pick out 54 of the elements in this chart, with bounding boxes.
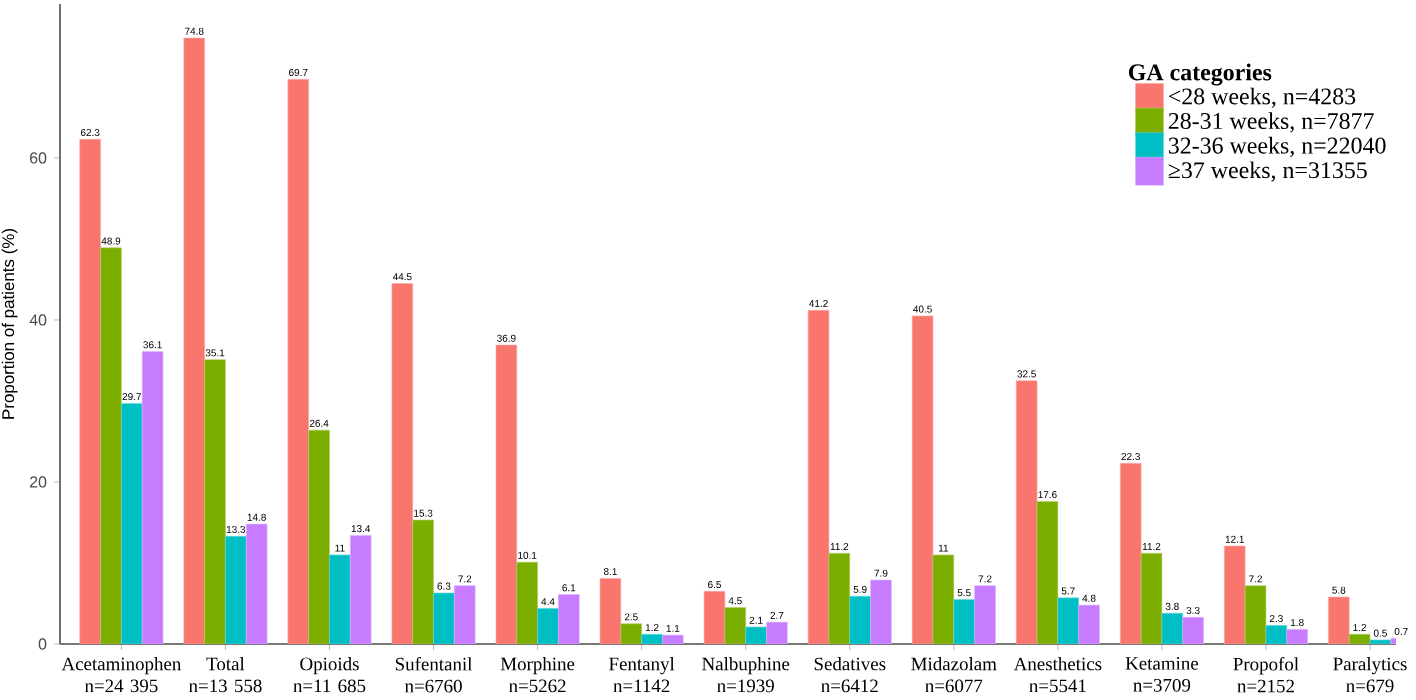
bar — [245, 523, 268, 644]
bar — [828, 552, 851, 644]
x-tick-label: Acetaminophen n=24 395 — [61, 657, 182, 693]
x-tick-label: Midazolam n=6077 — [911, 657, 997, 693]
x-tick-label: Nalbuphine n=1939 — [702, 657, 790, 693]
bar — [558, 594, 580, 644]
bar — [1182, 617, 1204, 644]
bar — [141, 351, 164, 644]
legend-label: 32-36 weeks, n=22040 — [1168, 136, 1386, 158]
bar — [1328, 596, 1350, 644]
legend-title: GA categories — [1128, 63, 1272, 86]
bar — [79, 139, 101, 644]
x-tick-label: Opioids n=11 685 — [293, 657, 366, 693]
bar — [204, 359, 226, 644]
x-tick-label: Total n=13 558 — [188, 657, 262, 693]
bar — [100, 247, 122, 644]
x-tick-label: Paralytics n=679 — [1333, 657, 1407, 693]
bar — [1015, 380, 1038, 644]
bar — [1036, 501, 1059, 644]
bar — [974, 585, 996, 644]
bar — [183, 37, 205, 644]
x-tick-label: Morphine n=5262 — [500, 657, 575, 693]
bar — [807, 309, 830, 644]
bar — [1078, 604, 1100, 644]
bar — [516, 561, 538, 644]
bar — [329, 554, 351, 644]
bar — [391, 283, 414, 644]
x-tick-label: Sedatives n=6412 — [814, 657, 886, 693]
bar — [225, 535, 247, 644]
bar — [911, 315, 934, 644]
bar — [495, 344, 518, 644]
x-tick-label: Fentanyl n=1142 — [609, 657, 675, 693]
legend-label: <28 weeks, n=4283 — [1168, 87, 1356, 108]
bar — [350, 535, 372, 644]
bar — [433, 592, 455, 644]
x-tick-label: Ketamine n=3709 — [1125, 657, 1199, 692]
bar — [537, 608, 559, 644]
x-tick-label: Anesthetics n=5541 — [1013, 657, 1102, 693]
x-tick-label: Sufentanil n=6760 — [395, 657, 473, 693]
bar — [870, 579, 892, 644]
bar — [849, 595, 871, 644]
bar — [953, 599, 975, 644]
bar — [121, 403, 143, 644]
bar — [454, 585, 476, 644]
bar — [308, 429, 330, 644]
bar — [620, 623, 642, 644]
y-axis-title: Proportion of patients (%) — [1, 229, 18, 419]
bar — [1119, 463, 1142, 644]
legend-label: 28-31 weeks, n=7877 — [1168, 112, 1374, 133]
legend-label: ≥37 weeks, n=31355 — [1168, 161, 1367, 182]
x-tick-label: Propofol n=2152 — [1233, 657, 1299, 693]
bar — [412, 519, 434, 644]
bar — [1140, 552, 1163, 644]
bar — [287, 79, 309, 644]
